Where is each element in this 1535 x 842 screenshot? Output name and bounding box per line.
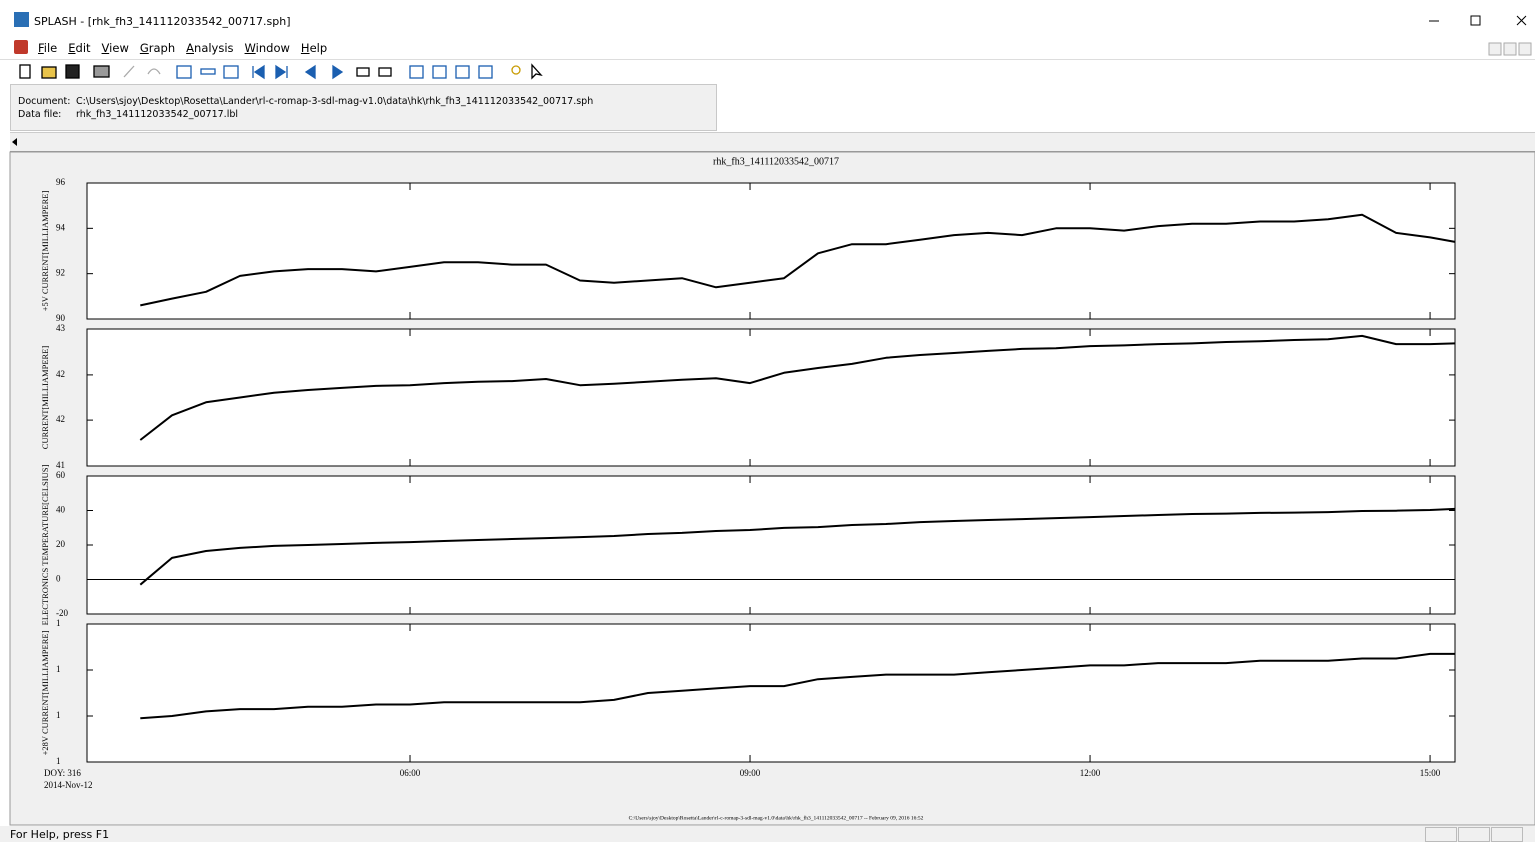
y-tick-label: 94	[56, 222, 66, 232]
toolbar-icons[interactable]	[0, 60, 560, 84]
y-tick-label: 41	[56, 460, 65, 470]
title-bar: SPLASH - [rhk_fh3_141112033542_00717.sph…	[0, 0, 1535, 36]
menu-item[interactable]: File	[38, 41, 58, 55]
y-axis-label: +5V CURRENT[MILLIAMPERE]	[40, 191, 50, 312]
y-tick-label: 96	[56, 177, 66, 187]
status-pane	[1458, 827, 1490, 842]
y-tick-label: 90	[56, 313, 66, 323]
plot-title: rhk_fh3_141112033542_00717	[713, 156, 839, 167]
window-controls[interactable]	[1420, 10, 1535, 32]
y-tick-label: -20	[56, 608, 68, 618]
datafile-label: Data file:	[18, 109, 62, 120]
y-tick-label: 20	[56, 539, 66, 549]
x-tick-label: 12:00	[1080, 768, 1101, 778]
y-tick-label: 40	[56, 505, 66, 515]
y-tick-label: 42	[56, 369, 65, 379]
data-line	[139, 334, 1456, 441]
panel-frame	[86, 623, 1456, 763]
x-start-label: 2014-Nov-12	[44, 780, 93, 790]
data-line	[140, 213, 1456, 307]
y-axis-label: CURRENT[MILLIAMPERE]	[40, 346, 50, 450]
document-label: Document:	[18, 96, 71, 107]
datafile-name: rhk_fh3_141112033542_00717.lbl	[76, 109, 239, 120]
y-axis-label: +28V CURRENT[MILLIAMPERE]	[40, 630, 50, 755]
y-tick-label: 1	[56, 664, 61, 674]
y-tick-label: 43	[56, 323, 66, 333]
y-tick-label: 1	[56, 710, 61, 720]
menu-item[interactable]: Analysis	[186, 41, 234, 55]
info-panel: Document: C:\Users\sjoy\Desktop\Rosetta\…	[10, 84, 717, 131]
y-tick-label: 60	[56, 470, 66, 480]
menu-bar: File Edit View Graph Analysis Window Help	[0, 38, 1535, 58]
x-start-label: DOY: 316	[44, 768, 81, 778]
status-text: For Help, press F1	[10, 828, 110, 841]
menu-item[interactable]: Edit	[68, 41, 91, 55]
y-tick-label: 0	[56, 574, 61, 584]
y-tick-label: 1	[56, 756, 61, 766]
menu-item[interactable]: Graph	[139, 41, 176, 55]
y-axis-label: ELECTRONICS TEMPERATURE[CELSIUS]	[40, 465, 50, 626]
status-pane	[1491, 827, 1523, 842]
data-line	[139, 507, 1456, 586]
close-button[interactable]	[1516, 15, 1527, 26]
maximize-button[interactable]	[1470, 15, 1481, 26]
menu-item[interactable]: Help	[300, 41, 328, 55]
x-tick-label: 15:00	[1420, 768, 1441, 778]
mdi-controls[interactable]	[1488, 42, 1533, 56]
plot-footer: C:\Users\sjoy\Desktop\Rosetta\Lander\rl-…	[629, 814, 924, 821]
x-tick-label: 09:00	[740, 768, 761, 778]
app-icon	[14, 12, 29, 27]
panel-frame	[86, 328, 1456, 467]
status-bar: For Help, press F1	[0, 826, 1535, 842]
status-pane	[1425, 827, 1457, 842]
data-line	[140, 652, 1455, 720]
doc-icon	[14, 40, 28, 54]
y-tick-label: 92	[56, 268, 65, 278]
y-tick-label: 1	[56, 618, 61, 628]
document-path: C:\Users\sjoy\Desktop\Rosetta\Lander\rl-…	[76, 96, 594, 107]
x-tick-label: 06:00	[400, 768, 421, 778]
y-tick-label: 42	[56, 414, 65, 424]
panel-frame	[86, 182, 1456, 320]
window-title: SPLASH - [rhk_fh3_141112033542_00717.sph…	[34, 15, 291, 28]
scroll-left[interactable]	[10, 137, 20, 147]
toolbar	[0, 59, 1535, 84]
menu-item[interactable]: Window	[244, 41, 290, 55]
menu-item[interactable]: View	[101, 41, 129, 55]
